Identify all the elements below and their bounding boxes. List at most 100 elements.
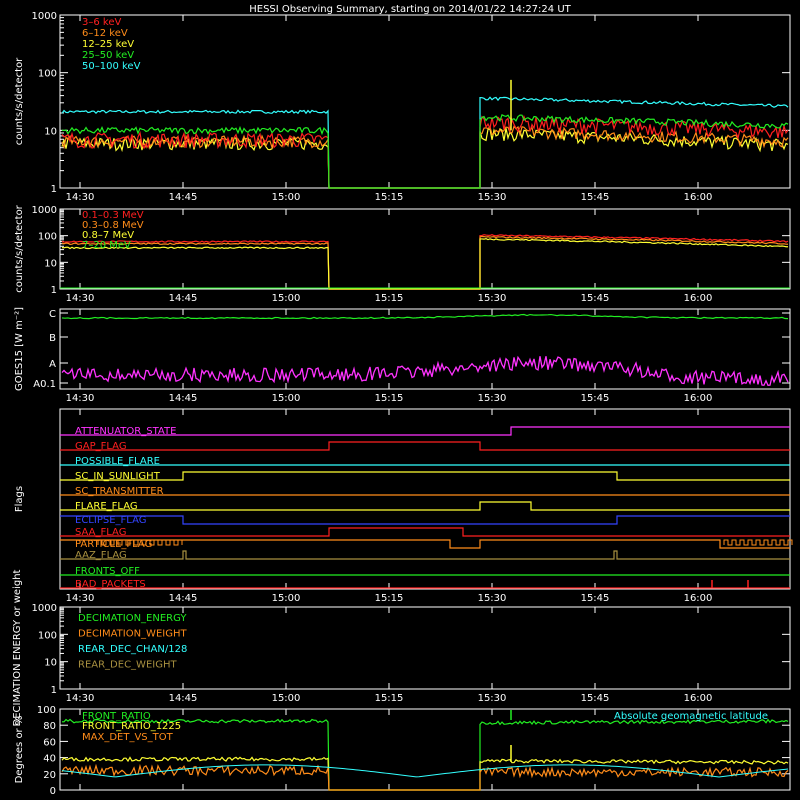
y-axis-label: DECIMATION ENERGY or weight <box>12 569 23 726</box>
x-tick-label: 16:00 <box>684 693 713 704</box>
y-tick-label: A <box>49 359 56 370</box>
y-tick-label: 40 <box>43 754 56 765</box>
panel-frame-counts_low <box>59 14 791 189</box>
series-25–50 keV <box>61 113 789 189</box>
x-tick-label: 15:00 <box>272 593 301 604</box>
flag-line-PARTICLE_FLAG <box>60 539 790 549</box>
series-3–6 keV <box>61 114 789 189</box>
series-FRONT_RATIO_1225 <box>61 756 789 791</box>
flag-line-AAZ_FLAG <box>60 550 790 560</box>
flag-line-ATTENUATOR_STATE <box>60 426 790 436</box>
y-tick-label: 1000 <box>32 603 57 614</box>
x-tick-label: 14:45 <box>169 693 198 704</box>
x-tick-label: 14:30 <box>66 293 95 304</box>
x-tick-label: 14:30 <box>66 393 95 404</box>
y-tick-label: 1 <box>51 685 57 696</box>
dec-legend-1: DECIMATION_WEIGHT <box>78 629 187 640</box>
y-tick-label: C <box>49 309 56 320</box>
dec-legend-3: REAR_DEC_WEIGHT <box>78 660 177 671</box>
y-tick-label: 0 <box>50 786 56 797</box>
low-legend-1: 6–12 keV <box>82 28 128 39</box>
series-FRONT_RATIO <box>61 718 789 791</box>
x-tick-label: 15:00 <box>272 192 301 203</box>
x-tick-label: 15:30 <box>478 293 507 304</box>
x-tick-label: 14:30 <box>66 693 95 704</box>
panel-frame-flags <box>59 408 791 590</box>
y-tick-label: 1000 <box>32 205 57 216</box>
x-tick-label: 15:15 <box>375 192 404 203</box>
x-tick-label: 15:15 <box>375 293 404 304</box>
x-tick-label: 15:45 <box>581 293 610 304</box>
x-tick-label: 15:15 <box>375 693 404 704</box>
dec-legend-0: DECIMATION_ENERGY <box>78 613 187 624</box>
flag-line-SAA_FLAG <box>60 527 790 537</box>
flag-label-4: SC_TRANSMITTER <box>75 486 164 497</box>
x-tick-label: 15:30 <box>478 593 507 604</box>
y-tick-label: 100 <box>37 705 56 716</box>
y-axis-label: Flags <box>14 486 25 512</box>
series-0.1–0.3 MeV <box>61 234 789 290</box>
y-axis-label: counts/s/detector <box>14 204 25 292</box>
y-axis-label: counts/s/detector <box>14 57 25 145</box>
y-tick-label: 60 <box>43 737 56 748</box>
high-legend-1: 0.3–0.8 MeV <box>82 220 144 231</box>
flag-label-11: BAD_PACKETS <box>75 579 146 590</box>
y-tick-label: 10 <box>44 126 57 137</box>
y-tick-label: A0.1 <box>33 379 56 390</box>
flag-line-ECLIPSE_FLAG <box>60 515 790 525</box>
flag-line-GAP_FLAG <box>60 441 790 451</box>
series-6–12 keV <box>61 125 789 189</box>
x-tick-label: 14:45 <box>169 192 198 203</box>
x-tick-label: 16:00 <box>684 192 713 203</box>
x-tick-label: 15:45 <box>581 393 610 404</box>
low-legend-2: 12–25 keV <box>82 39 134 50</box>
x-tick-label: 15:15 <box>375 593 404 604</box>
panel-frame-counts_high <box>59 208 791 290</box>
low-legend-4: 50–100 keV <box>82 61 141 72</box>
flag-label-10: FRONTS_OFF <box>75 566 140 577</box>
x-tick-label: 15:45 <box>581 693 610 704</box>
x-tick-label: 14:45 <box>169 293 198 304</box>
ratio-legend-3: Absolute geomagnetic latitude <box>614 711 768 722</box>
series-12–25 keV <box>61 128 789 189</box>
series-goes-long <box>61 313 789 320</box>
x-tick-label: 15:00 <box>272 393 301 404</box>
flag-line-SC_IN_SUNLIGHT <box>60 471 790 481</box>
y-tick-label: 100 <box>38 69 57 80</box>
x-tick-label: 14:30 <box>66 593 95 604</box>
x-tick-label: 14:45 <box>169 393 198 404</box>
x-tick-label: 15:00 <box>272 293 301 304</box>
panel-frame-goes <box>59 308 791 390</box>
y-tick-label: 10 <box>44 658 57 669</box>
low-legend-0: 3–6 keV <box>82 17 121 28</box>
flag-label-6: ECLIPSE_FLAG <box>75 515 146 526</box>
x-tick-label: 16:00 <box>684 393 713 404</box>
y-tick-label: 80 <box>43 721 56 732</box>
series-50–100 keV <box>61 96 789 189</box>
y-axis-label: GOES15 [W m⁻²] <box>14 307 25 391</box>
high-legend-3: 7–20 MeV <box>82 240 131 251</box>
y-tick-label: B <box>49 333 56 344</box>
figure-title: HESSI Observing Summary, starting on 201… <box>249 4 571 15</box>
y-tick-label: 10 <box>44 258 57 269</box>
series-0.8–7 MeV <box>61 237 789 290</box>
x-tick-label: 16:00 <box>684 293 713 304</box>
y-tick-label: 1 <box>51 184 57 195</box>
flag-label-7: SAA_FLAG <box>75 527 126 538</box>
y-tick-label: 100 <box>38 630 57 641</box>
x-tick-label: 15:00 <box>272 693 301 704</box>
panel-frame-decimation <box>59 606 791 690</box>
x-tick-label: 15:45 <box>581 192 610 203</box>
x-tick-label: 15:30 <box>478 393 507 404</box>
flag-line-FLARE_FLAG <box>60 501 790 511</box>
series-goes-short <box>61 355 789 387</box>
x-tick-label: 15:15 <box>375 393 404 404</box>
particle-flag-wiggle <box>97 539 183 546</box>
series-0.3–0.8 MeV <box>61 235 789 290</box>
series-MAX_DET_VS_TOT <box>61 763 789 791</box>
particle-flag-wiggle <box>723 539 793 546</box>
low-legend-3: 25–50 keV <box>82 50 134 61</box>
high-legend-0: 0.1–0.3 MeV <box>82 210 144 221</box>
